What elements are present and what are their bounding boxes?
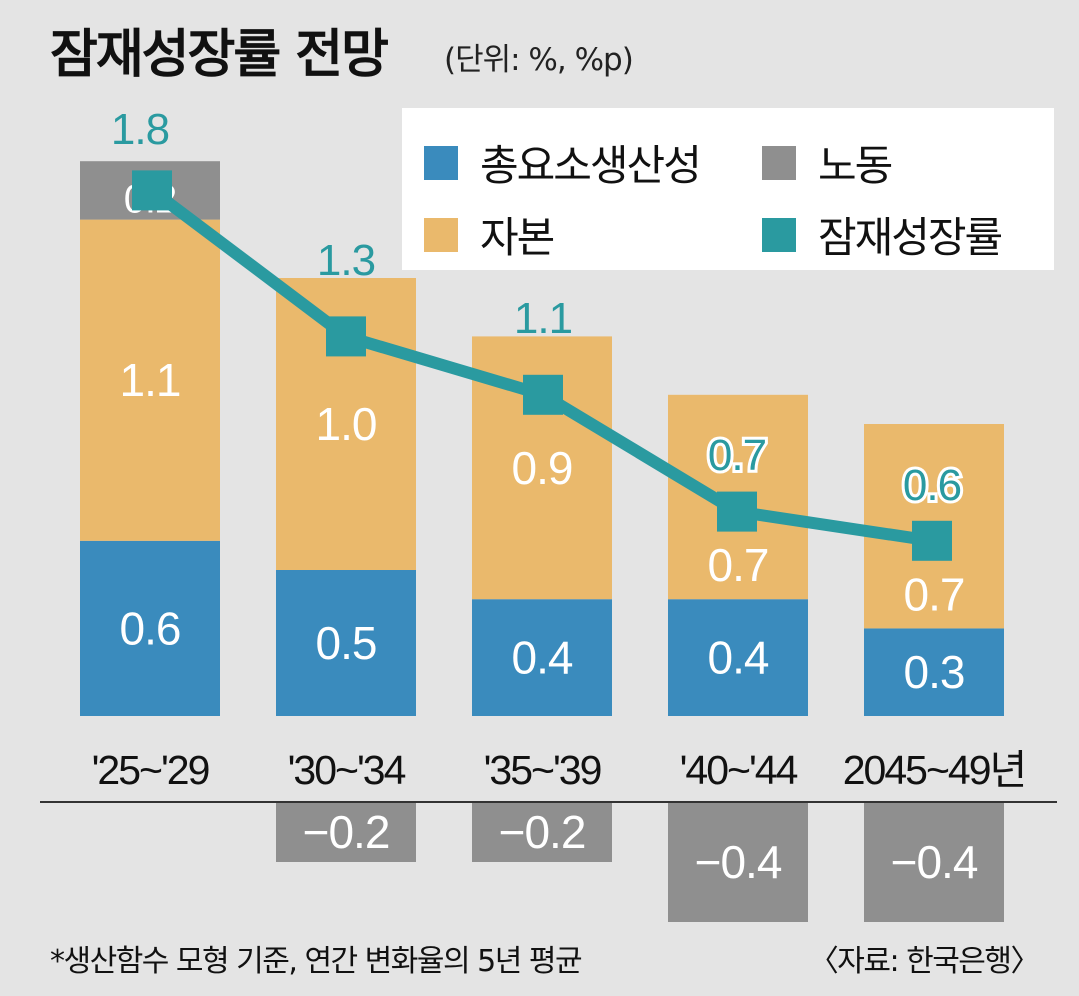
value-label-potential-growth: 1.3 [317, 236, 375, 285]
bar-labor-negative [668, 802, 808, 922]
value-label-potential-growth: 0.7 [708, 431, 766, 480]
value-label-labor: −0.2 [499, 806, 586, 858]
legend-swatch-labor [762, 145, 796, 180]
value-label-tfp: 0.4 [512, 632, 573, 684]
bar-tfp [80, 540, 220, 716]
bar-labor-negative [472, 802, 612, 862]
value-label-capital: 1.1 [120, 354, 181, 406]
legend-swatch-capital [424, 217, 458, 252]
unit-label: (단위: %, %p) [444, 42, 634, 78]
x-tick-label: '25~'29 [92, 747, 209, 793]
x-tick-label: 2045~49년 [843, 747, 1025, 793]
value-label-tfp: 0.6 [120, 602, 181, 654]
footnote: *생산함수 모형 기준, 연간 변화율의 5년 평균 [50, 944, 583, 979]
legend-item-labor: 노동 [762, 132, 893, 193]
x-tick-label: '35~'39 [484, 747, 601, 793]
legend: 총요소생산성 노동 자본 잠재성장률 [402, 108, 1054, 270]
value-label-potential-growth: 1.8 [111, 105, 169, 154]
chart-title: 잠재성장률 전망 [50, 25, 389, 85]
legend-item-tfp: 총요소생산성 [424, 132, 702, 193]
potential-growth-marker [912, 520, 952, 561]
value-label-tfp: 0.4 [708, 632, 769, 684]
value-label-capital: 0.7 [904, 568, 965, 620]
potential-growth-marker [717, 491, 757, 532]
value-label-labor: −0.4 [891, 836, 978, 888]
legend-item-capital: 자본 [424, 204, 555, 265]
bar-labor-negative [276, 802, 416, 862]
value-label-potential-growth: 0.6 [903, 461, 961, 510]
legend-label-potential-growth: 잠재성장률 [818, 213, 1003, 262]
value-label-tfp: 0.5 [316, 617, 377, 669]
legend-label-tfp: 총요소생산성 [480, 141, 702, 190]
bar-tfp [668, 599, 808, 716]
potential-growth-marker [326, 316, 366, 357]
bar-tfp [276, 570, 416, 716]
legend-item-potential-growth: 잠재성장률 [762, 204, 1003, 265]
legend-label-capital: 자본 [480, 213, 555, 262]
x-tick-label: '40~'44 [680, 747, 798, 793]
value-label-capital: 1.0 [316, 398, 377, 450]
value-label-labor: −0.4 [695, 836, 782, 888]
value-label-tfp: 0.3 [904, 646, 965, 698]
potential-growth-marker [523, 374, 563, 415]
source-label: 〈자료: 한국은행〉 [808, 944, 1041, 979]
bar-tfp [864, 628, 1004, 716]
value-label-potential-growth: 1.1 [514, 294, 572, 343]
value-label-capital: 0.9 [512, 442, 573, 494]
value-label-labor: −0.2 [303, 806, 390, 858]
bar-labor-negative [864, 802, 1004, 922]
potential-growth-marker [132, 170, 172, 211]
legend-swatch-tfp [424, 145, 458, 180]
x-tick-label: '30~'34 [288, 747, 406, 793]
legend-label-labor: 노동 [818, 141, 893, 190]
legend-swatch-potential-growth [762, 217, 796, 252]
bar-tfp [472, 599, 612, 716]
bar-capital [80, 219, 220, 541]
value-label-capital: 0.7 [708, 539, 769, 591]
chart-svg: '25~'29 '30~'34 '35~'39 '40~'44 2045~49년 0.6 1… [40, 105, 1057, 922]
